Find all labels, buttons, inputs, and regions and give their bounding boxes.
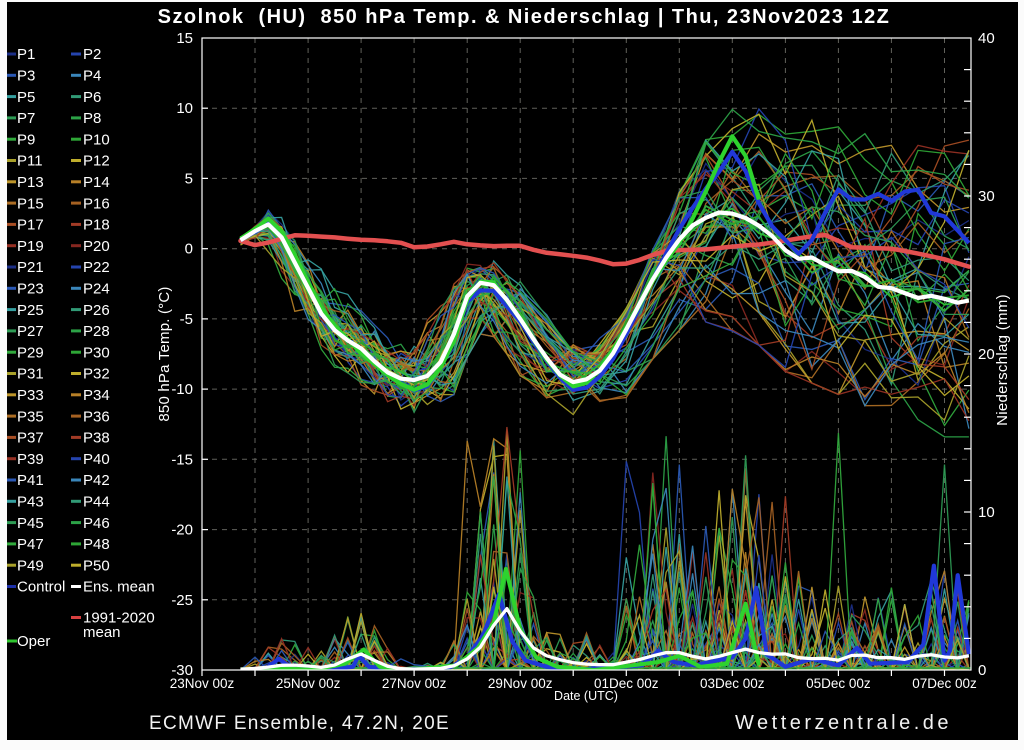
svg-text:27Nov 00z: 27Nov 00z — [382, 676, 447, 691]
svg-text:Szolnok (HU) 850 hPa Temp. &: Szolnok (HU) 850 hPa Temp. & Niederschla… — [158, 6, 891, 28]
svg-text:15: 15 — [176, 30, 193, 47]
svg-text:0: 0 — [185, 241, 193, 258]
svg-text:Oper: Oper — [17, 633, 50, 650]
svg-text:P32: P32 — [83, 366, 110, 383]
svg-text:Ens. mean: Ens. mean — [83, 579, 155, 596]
svg-text:30: 30 — [978, 188, 995, 205]
svg-text:P33: P33 — [17, 387, 44, 404]
svg-text:P39: P39 — [17, 451, 44, 468]
svg-text:P10: P10 — [83, 131, 110, 148]
svg-text:P24: P24 — [83, 281, 110, 298]
svg-text:P17: P17 — [17, 217, 44, 234]
svg-text:P47: P47 — [17, 536, 44, 553]
svg-text:P40: P40 — [83, 451, 110, 468]
svg-text:P2: P2 — [83, 46, 101, 63]
svg-text:Wetterzentrale.de: Wetterzentrale.de — [735, 712, 952, 734]
svg-text:P1: P1 — [17, 46, 35, 63]
svg-text:P35: P35 — [17, 408, 44, 425]
svg-text:Niederschlag (mm): Niederschlag (mm) — [994, 294, 1011, 426]
svg-text:03Dec 00z: 03Dec 00z — [700, 676, 765, 691]
svg-text:P38: P38 — [83, 430, 110, 447]
svg-text:5: 5 — [185, 170, 193, 187]
svg-text:P22: P22 — [83, 259, 110, 276]
svg-text:850 hPa Temp. (°C): 850 hPa Temp. (°C) — [156, 286, 173, 421]
svg-text:P25: P25 — [17, 302, 44, 319]
svg-text:P16: P16 — [83, 195, 110, 212]
svg-text:40: 40 — [978, 30, 995, 47]
svg-text:05Dec 00z: 05Dec 00z — [806, 676, 871, 691]
svg-text:P3: P3 — [17, 68, 35, 85]
svg-text:P15: P15 — [17, 195, 44, 212]
svg-text:1991-2020: 1991-2020 — [83, 610, 155, 627]
svg-text:P18: P18 — [83, 217, 110, 234]
svg-text:P5: P5 — [17, 89, 35, 106]
svg-text:20: 20 — [978, 346, 995, 363]
svg-text:P50: P50 — [83, 557, 110, 574]
svg-text:-10: -10 — [171, 381, 193, 398]
svg-text:-30: -30 — [171, 662, 193, 679]
svg-text:-5: -5 — [180, 311, 193, 328]
svg-text:10: 10 — [176, 100, 193, 117]
svg-text:P49: P49 — [17, 557, 44, 574]
svg-text:P45: P45 — [17, 515, 44, 532]
svg-text:P29: P29 — [17, 344, 44, 361]
svg-text:P34: P34 — [83, 387, 110, 404]
svg-text:ECMWF Ensemble, 47.2N, 20E: ECMWF Ensemble, 47.2N, 20E — [149, 713, 450, 734]
svg-text:mean: mean — [83, 624, 121, 641]
svg-text:P21: P21 — [17, 259, 44, 276]
svg-text:P30: P30 — [83, 344, 110, 361]
svg-text:P6: P6 — [83, 89, 101, 106]
svg-text:Control: Control — [17, 579, 65, 596]
svg-text:P41: P41 — [17, 472, 44, 489]
svg-text:P26: P26 — [83, 302, 110, 319]
svg-text:P42: P42 — [83, 472, 110, 489]
svg-text:25Nov 00z: 25Nov 00z — [276, 676, 341, 691]
svg-text:Date (UTC): Date (UTC) — [554, 689, 618, 703]
svg-text:P7: P7 — [17, 110, 35, 127]
svg-text:07Dec 00z: 07Dec 00z — [912, 676, 977, 691]
svg-text:P20: P20 — [83, 238, 110, 255]
svg-text:P37: P37 — [17, 430, 44, 447]
svg-text:-15: -15 — [171, 451, 193, 468]
svg-text:P48: P48 — [83, 536, 110, 553]
svg-text:P27: P27 — [17, 323, 44, 340]
svg-text:P44: P44 — [83, 494, 110, 511]
svg-text:29Nov 00z: 29Nov 00z — [488, 676, 553, 691]
svg-text:P43: P43 — [17, 494, 44, 511]
svg-text:P9: P9 — [17, 131, 35, 148]
svg-text:P12: P12 — [83, 153, 110, 170]
svg-text:10: 10 — [978, 504, 995, 521]
svg-text:-25: -25 — [171, 592, 193, 609]
svg-text:P36: P36 — [83, 408, 110, 425]
svg-text:P28: P28 — [83, 323, 110, 340]
svg-text:P14: P14 — [83, 174, 110, 191]
svg-text:P46: P46 — [83, 515, 110, 532]
svg-text:P11: P11 — [17, 153, 43, 170]
svg-text:23Nov 00z: 23Nov 00z — [170, 676, 235, 691]
svg-text:P23: P23 — [17, 281, 44, 298]
svg-text:01Dec 00z: 01Dec 00z — [594, 676, 659, 691]
svg-text:P31: P31 — [17, 366, 44, 383]
svg-text:-20: -20 — [171, 522, 193, 539]
svg-text:P4: P4 — [83, 68, 101, 85]
svg-text:P19: P19 — [17, 238, 44, 255]
svg-text:P13: P13 — [17, 174, 44, 191]
svg-text:P8: P8 — [83, 110, 101, 127]
svg-text:0: 0 — [978, 662, 986, 679]
